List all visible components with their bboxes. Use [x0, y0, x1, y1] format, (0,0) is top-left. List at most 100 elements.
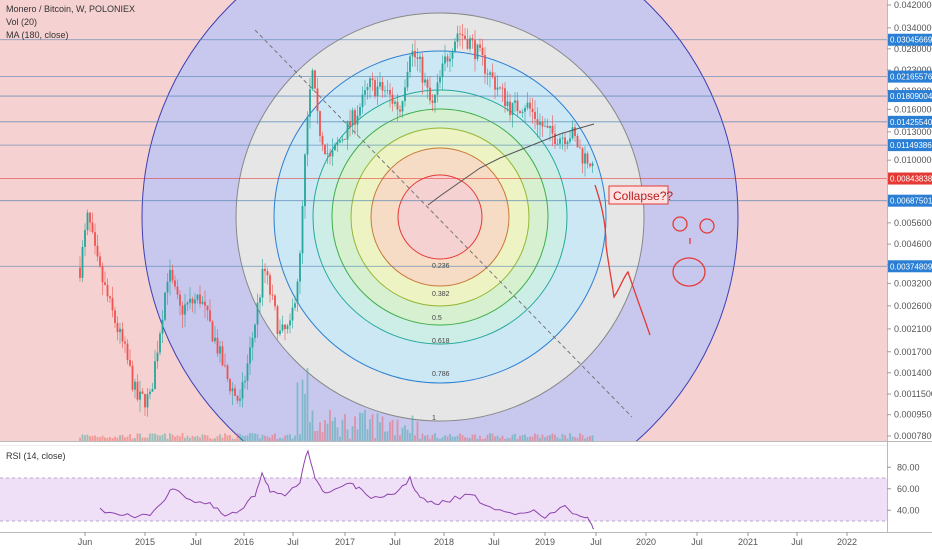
volume-bar [521, 435, 524, 441]
candle-body [171, 269, 174, 281]
candle-body [404, 87, 406, 102]
volume-bar [554, 434, 556, 441]
candle-body [294, 303, 296, 308]
candle-body [549, 125, 551, 128]
candle-body [576, 136, 579, 148]
volume-bar [226, 435, 229, 441]
volume-bar [416, 421, 419, 441]
candle-body [231, 388, 234, 392]
candle-body [346, 120, 349, 140]
volume-bar [296, 382, 299, 441]
candle-body [134, 381, 136, 390]
candle-body [546, 125, 549, 128]
candle-body [579, 147, 581, 149]
candle-body [456, 33, 459, 42]
volume-bar [384, 431, 386, 441]
volume-bar [254, 433, 256, 441]
candle-body [314, 70, 316, 89]
fib-circle-inner [397, 174, 483, 260]
time-tick-label: 2016 [234, 537, 254, 547]
rsi-axis[interactable]: 80.00 60.00 40.00 [887, 462, 920, 515]
volume-bar [544, 437, 546, 441]
volume-bar [294, 435, 296, 441]
candle-body [554, 133, 556, 144]
candle-body [441, 63, 444, 78]
volume-bar [201, 434, 204, 441]
volume-bar [269, 437, 271, 441]
candle-body [99, 256, 101, 267]
volume-bar [539, 437, 541, 441]
volume-bar [501, 435, 504, 441]
volume-bar [276, 438, 279, 441]
volume-bar [471, 434, 474, 441]
volume-bar [454, 436, 456, 441]
candle-body [349, 120, 351, 126]
volume-bar [586, 437, 589, 441]
volume-bar [101, 435, 104, 441]
volume-bar [314, 431, 316, 441]
candle-body [176, 286, 179, 295]
time-tick-label: 2019 [535, 537, 555, 547]
candle-body [379, 82, 381, 87]
volume-bar [146, 437, 149, 441]
fib-level-label: 0.786 [432, 371, 450, 378]
volume-bar [321, 432, 324, 441]
candle-body [559, 138, 561, 144]
price-level-tag: 0.01809004 [890, 92, 932, 101]
volume-bar [449, 433, 451, 441]
volume-bar [476, 438, 479, 441]
candle-body [164, 292, 166, 320]
candle-body [431, 100, 434, 104]
price-level-tag: 0.00687501 [890, 197, 932, 206]
price-level-tag-bg [888, 115, 932, 128]
time-tick-label: Jul [791, 537, 803, 547]
time-tick-label: 2017 [335, 537, 355, 547]
candle-body [541, 121, 544, 127]
candle-body [489, 72, 491, 75]
price-tick-label: 0.00170000 [894, 347, 932, 357]
candle-body [406, 72, 409, 88]
candlestick-series [79, 23, 594, 417]
volume-bar [164, 433, 166, 441]
candle-body [139, 391, 141, 400]
price-axis[interactable]: 0.04200000 0.03400000 0.02800000 0.02300000… [887, 0, 932, 441]
candle-body [299, 253, 301, 282]
rsi-pane[interactable] [0, 446, 887, 532]
volume-bar [261, 434, 264, 441]
volume-bar [391, 419, 394, 441]
candle-body [516, 100, 519, 112]
price-level-tag-bg [888, 90, 932, 103]
annotation-collapse[interactable]: Collapse?? [608, 185, 673, 205]
candle-body [264, 268, 266, 272]
candle-body [494, 76, 496, 90]
candle-body [544, 125, 546, 127]
volume-bar [339, 436, 341, 441]
candle-body [414, 50, 416, 58]
volume-bar [364, 409, 366, 441]
candle-body [429, 87, 431, 101]
volume-bar [569, 433, 571, 441]
time-axis[interactable]: Jun 2015 Jul 2016 Jul 2017 Jul 2018 Jul 2019 Jul 20… [78, 532, 857, 547]
volume-bar [354, 416, 356, 441]
volume-bar [536, 434, 539, 441]
fib-trend-line [254, 29, 633, 418]
volume-bar [169, 433, 171, 441]
volume-bar [511, 434, 514, 441]
volume-bar [534, 433, 536, 441]
volume-bar [389, 421, 391, 441]
candle-body [471, 38, 474, 41]
candle-body [564, 137, 566, 145]
volume-bar [551, 433, 554, 441]
volume-bar [386, 431, 389, 441]
volume-bar [331, 420, 334, 441]
candle-body [216, 337, 219, 354]
candle-body [401, 101, 404, 112]
candle-body [304, 154, 306, 207]
volume-bar [129, 434, 131, 441]
volume-bar [394, 435, 396, 441]
volume-bar [479, 435, 481, 441]
candle-body [446, 56, 449, 62]
rsi-band [0, 478, 887, 521]
